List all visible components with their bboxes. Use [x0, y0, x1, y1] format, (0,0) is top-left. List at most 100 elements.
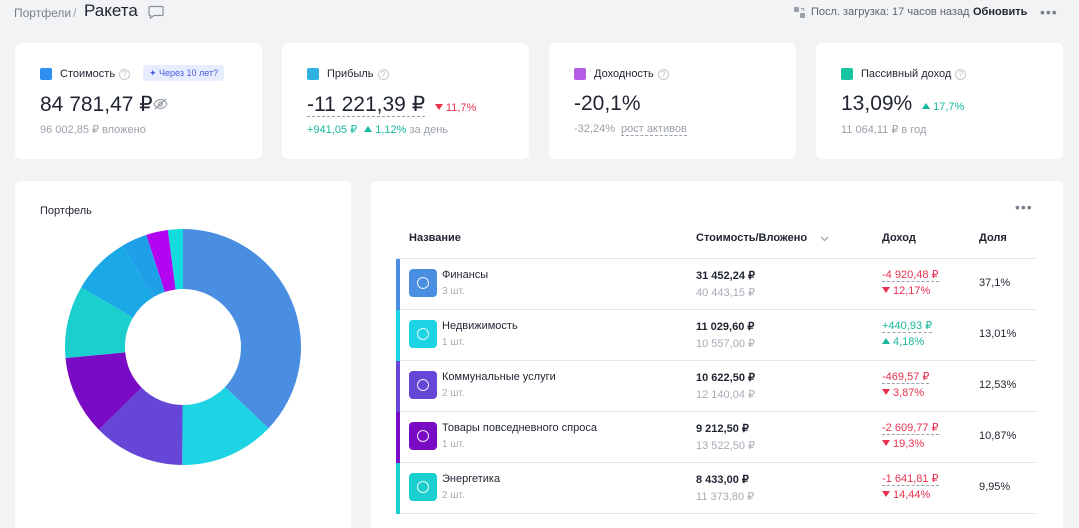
stat-sub: 96 002,85 ₽ вложено	[40, 124, 146, 136]
sector-quantity: 1 шт.	[442, 337, 465, 348]
down-arrow-icon	[882, 389, 890, 395]
sector-income-percent: 14,44%	[893, 489, 931, 501]
table-row[interactable]: Финансы 3 шт. 31 452,24 ₽ 40 443,15 ₽ -4 920…	[396, 259, 1037, 310]
top-bar: Портфели / Ракета Посл. загрузка: 17 час…	[0, 0, 1079, 28]
sector-share: 13,01%	[979, 328, 1017, 340]
table-row[interactable]: Товары повседневного спроса 1 шт. 9 212,50…	[396, 412, 1037, 463]
donut-slice[interactable]	[65, 287, 134, 359]
sector-invested: 13 522,50 ₽	[696, 440, 755, 452]
donut-slice[interactable]	[81, 245, 154, 318]
sector-value: 8 433,00 ₽	[696, 474, 749, 486]
sector-invested: 40 443,15 ₽	[696, 287, 755, 299]
sector-income[interactable]: -1 641,81 ₽	[882, 473, 939, 486]
stat-card-profit: Прибыль ? -11 221,39 ₽ 11,7% +941,05 ₽ 1…	[282, 43, 529, 159]
sector-icon	[409, 269, 437, 297]
calendar-icon	[574, 68, 586, 80]
down-arrow-icon	[882, 287, 890, 293]
sector-share: 10,87%	[979, 430, 1017, 442]
stat-label: Стоимость	[60, 68, 116, 80]
sector-color-bar	[396, 463, 400, 514]
sector-quantity: 1 шт.	[442, 439, 465, 450]
day-profit-value: +941,05 ₽	[307, 124, 358, 136]
asset-growth-value: -32,24%	[574, 123, 615, 135]
sector-icon	[409, 473, 437, 501]
portfolio-chart-card: Портфель	[15, 181, 351, 528]
column-header-share[interactable]: Доля	[979, 232, 1007, 244]
sector-income[interactable]: +440,93 ₽	[882, 320, 933, 333]
donut-slice[interactable]	[182, 386, 269, 465]
sector-share: 37,1%	[979, 277, 1011, 289]
help-icon[interactable]: ?	[955, 68, 967, 80]
refresh-button[interactable]: Обновить	[973, 6, 1028, 18]
sector-name[interactable]: Финансы	[442, 269, 489, 281]
asset-growth-link[interactable]: рост активов	[621, 123, 687, 136]
stat-card-passive-income: Пассивный доход ? 13,09% 17,7% 11 064,11…	[816, 43, 1063, 159]
sector-table-card: ••• Название Стоимость/Вложено Доход Дол…	[371, 181, 1063, 528]
stat-sub: 11 064,11 ₽ в год	[841, 124, 927, 136]
sector-income[interactable]: -2 609,77 ₽	[882, 422, 939, 435]
donut-slice[interactable]	[122, 234, 165, 298]
stat-label: Пассивный доход	[861, 68, 952, 80]
column-header-value[interactable]: Стоимость/Вложено	[696, 232, 808, 244]
stat-change: 11,7%	[445, 102, 477, 114]
sector-income-percent: 4,18%	[893, 336, 925, 348]
sector-quantity: 2 шт.	[442, 388, 465, 399]
stat-change: 17,7%	[933, 101, 965, 113]
donut-slice[interactable]	[146, 229, 176, 292]
sector-color-bar	[396, 259, 400, 310]
sector-icon	[409, 422, 437, 450]
sector-income[interactable]: -469,57 ₽	[882, 371, 930, 384]
table-row[interactable]: Недвижимость 1 шт. 11 029,60 ₽ 10 557,00 ₽ +…	[396, 310, 1037, 361]
comment-icon[interactable]	[148, 5, 164, 19]
sector-value: 10 622,50 ₽	[696, 372, 755, 384]
up-arrow-icon	[922, 103, 931, 109]
sector-income-percent: 12,17%	[893, 285, 931, 297]
sector-value: 31 452,24 ₽	[696, 270, 755, 282]
sector-color-bar	[396, 310, 400, 361]
table-row[interactable]: Коммунальные услуги 2 шт. 10 622,50 ₽ 12 14…	[396, 361, 1037, 412]
column-header-name[interactable]: Название	[409, 232, 461, 244]
sector-icon	[409, 371, 437, 399]
stat-value: 13,09%	[841, 92, 913, 115]
stat-card-yield: Доходность ? -20,1% -32,24% рост активов	[549, 43, 796, 159]
sector-name[interactable]: Товары повседневного спроса	[442, 422, 597, 434]
sector-name[interactable]: Коммунальные услуги	[442, 371, 556, 383]
sector-name[interactable]: Недвижимость	[442, 320, 518, 332]
stat-value: -20,1%	[574, 92, 641, 115]
help-icon[interactable]: ?	[377, 68, 389, 80]
sector-income[interactable]: -4 920,48 ₽	[882, 269, 939, 282]
day-profit-change: 1,12%	[375, 124, 407, 136]
breadcrumb-separator: /	[73, 6, 77, 20]
stat-label: Доходность	[594, 68, 654, 80]
column-header-income[interactable]: Доход	[882, 232, 916, 244]
donut-slice[interactable]	[65, 352, 142, 430]
sector-value: 9 212,50 ₽	[696, 423, 749, 435]
more-options-icon[interactable]: •••	[1040, 4, 1058, 20]
chevron-down-icon[interactable]	[820, 236, 829, 242]
last-load-status: Посл. загрузка: 17 часов назад	[811, 6, 970, 18]
hide-value-icon[interactable]	[153, 98, 168, 110]
help-icon[interactable]: ?	[119, 68, 131, 80]
donut-slice[interactable]	[183, 229, 301, 429]
table-row[interactable]: Энергетика 2 шт. 8 433,00 ₽ 11 373,80 ₽ -1 6…	[396, 463, 1037, 514]
sector-invested: 12 140,04 ₽	[696, 389, 755, 401]
donut-slice[interactable]	[98, 387, 183, 465]
sector-share: 9,95%	[979, 481, 1011, 493]
sector-value: 11 029,60 ₽	[696, 321, 755, 333]
wallet-icon	[40, 68, 52, 80]
sector-income-percent: 3,87%	[893, 387, 925, 399]
portfolio-title: Портфель	[40, 205, 92, 217]
down-arrow-icon	[882, 440, 890, 446]
help-icon[interactable]: ?	[657, 68, 669, 80]
header-divider	[396, 258, 1037, 259]
stat-label: Прибыль	[327, 68, 374, 80]
sector-name[interactable]: Энергетика	[442, 473, 501, 485]
piggy-bank-icon	[841, 68, 853, 80]
stat-value[interactable]: -11 221,39 ₽	[307, 93, 426, 117]
down-arrow-icon	[434, 104, 443, 110]
more-options-icon[interactable]: •••	[1015, 199, 1033, 215]
forecast-badge[interactable]: ✦ Через 10 лет?	[143, 65, 225, 81]
donut-slice[interactable]	[167, 229, 183, 290]
breadcrumb-portfolios[interactable]: Портфели	[14, 6, 72, 20]
day-profit-suffix: за день	[409, 124, 449, 136]
